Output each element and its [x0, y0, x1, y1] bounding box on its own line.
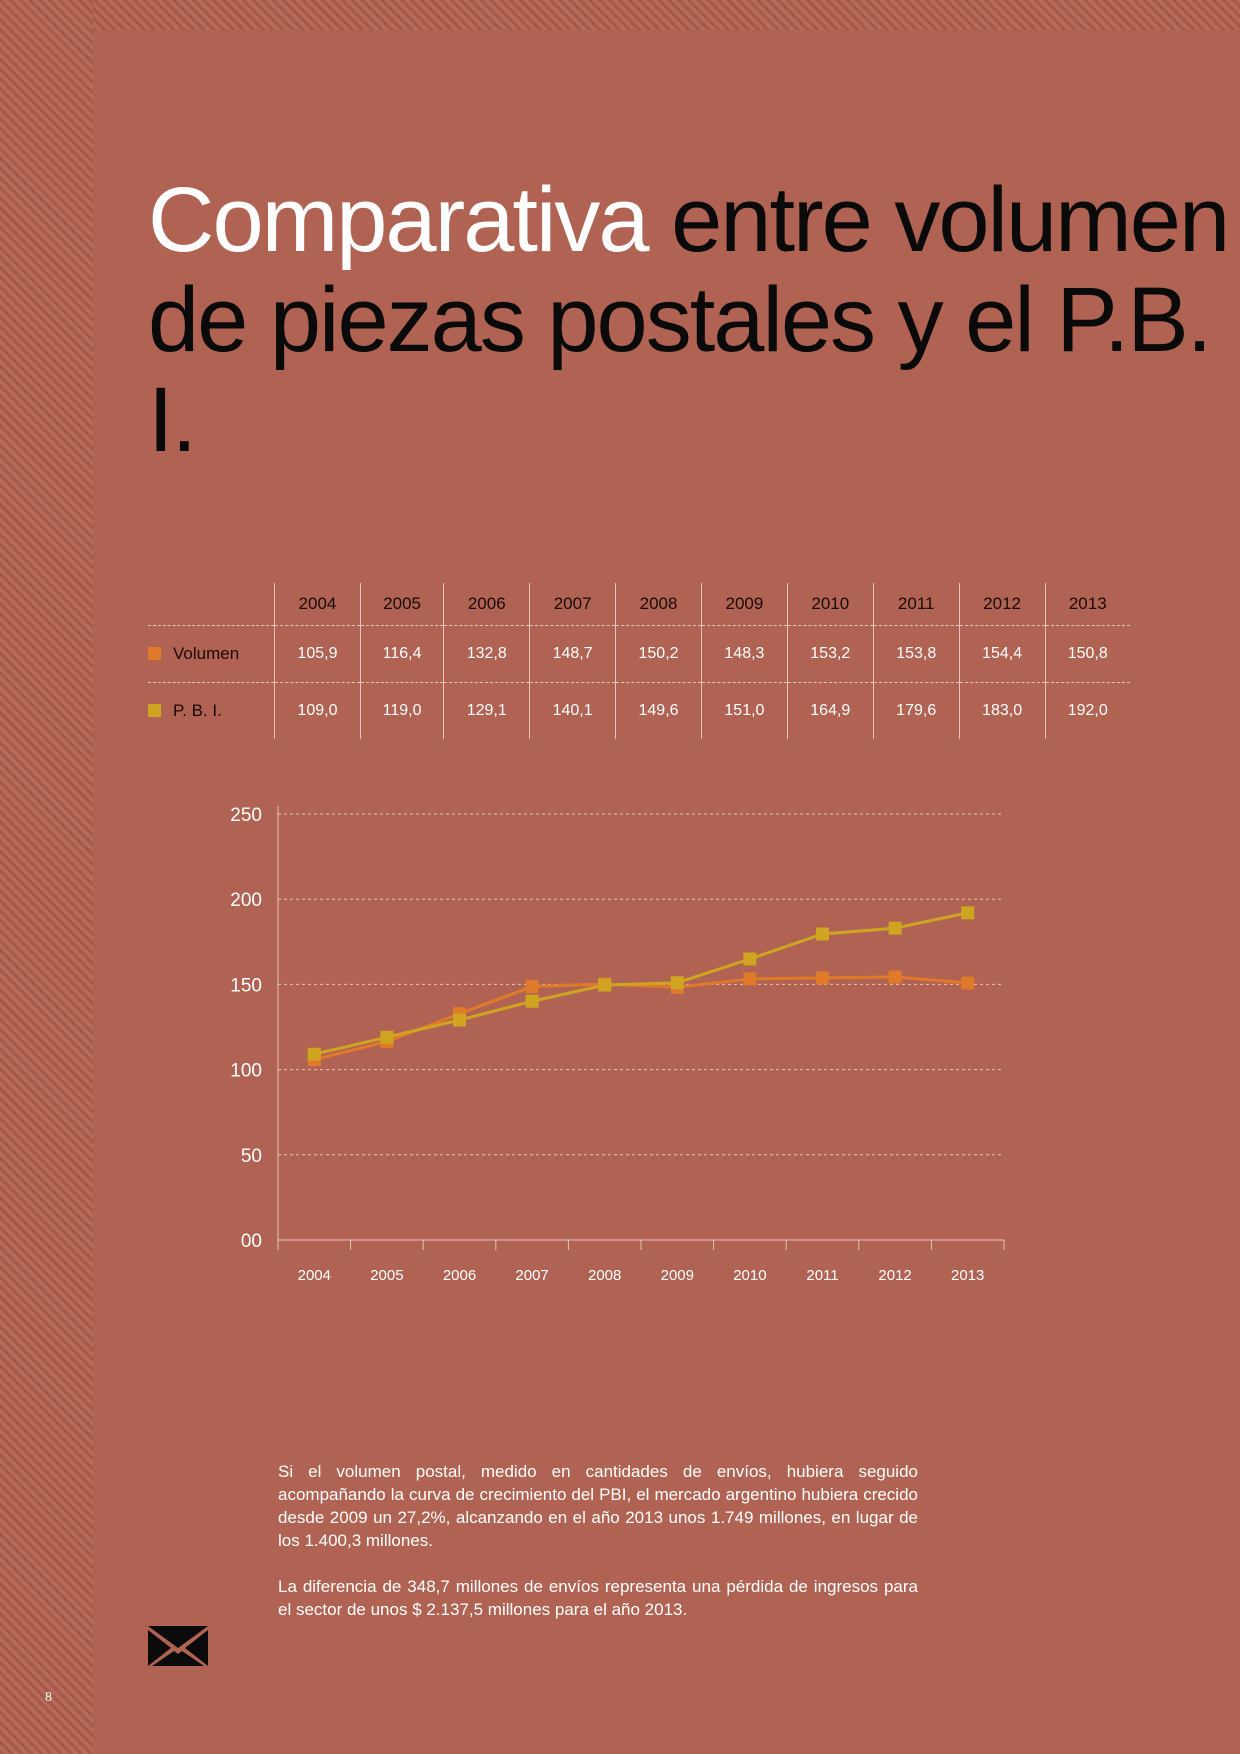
y-tick-label: 200 — [230, 890, 262, 911]
y-tick-label: 50 — [241, 1146, 262, 1167]
table-cell: 164,9 — [786, 682, 874, 739]
volumen-swatch — [148, 647, 161, 660]
table-year: 2004 — [274, 583, 361, 626]
table-cell: 153,8 — [872, 625, 960, 683]
table-cell: 116,4 — [359, 625, 444, 683]
y-axis-ticks: 00 50 100 150 200 250 — [230, 805, 262, 1252]
y-tick-label: 250 — [230, 805, 262, 826]
y-tick-label: 150 — [230, 975, 262, 996]
y-tick-label: 100 — [230, 1061, 262, 1082]
data-point-pbi — [525, 994, 539, 1008]
data-point-pbi — [961, 906, 975, 920]
body-paragraph-2: La diferencia de 348,7 millones de envío… — [278, 1577, 918, 1619]
table-cell: 109,0 — [274, 682, 361, 739]
data-point-volumen — [525, 980, 539, 994]
table-year: 2007 — [529, 583, 616, 626]
pbi-swatch — [148, 704, 161, 717]
x-axis-ticks: 2004 2005 2006 2007 2008 2009 2010 2011 2012 2013 — [298, 1267, 985, 1284]
x-tick-label: 2011 — [806, 1267, 838, 1284]
x-tick-label: 2005 — [370, 1267, 403, 1284]
row-label-text: P. B. I. — [173, 701, 222, 720]
table-cell: 132,8 — [443, 625, 530, 683]
table-header-row: 2004 2005 2006 2007 2008 2009 2010 2011 … — [148, 583, 1130, 626]
table-cell: 149,6 — [615, 682, 702, 739]
data-point-pbi — [888, 921, 902, 935]
data-point-pbi — [743, 952, 757, 966]
body-text: Si el volumen postal, medido en cantidad… — [278, 1460, 918, 1644]
table-cell: 148,7 — [529, 625, 616, 683]
y-tick-label: 00 — [241, 1231, 262, 1252]
table-cell: 151,0 — [700, 682, 788, 739]
body-paragraph-1: Si el volumen postal, medido en cantidad… — [278, 1462, 918, 1550]
table-cell: 129,1 — [443, 682, 530, 739]
table-year: 2006 — [443, 583, 530, 626]
series-line-pbi — [313, 911, 969, 1056]
table-cell: 140,1 — [529, 682, 616, 739]
data-point-pbi — [598, 978, 612, 992]
table-cell: 154,4 — [958, 625, 1046, 683]
envelope-icon — [148, 1626, 208, 1666]
table-year: 2013 — [1044, 583, 1130, 626]
table-corner — [148, 583, 275, 626]
table-cell: 183,0 — [958, 682, 1046, 739]
table-year: 2005 — [359, 583, 444, 626]
page-title: Comparativa entre volumen de piezas post… — [148, 170, 1240, 470]
x-tick-label: 2008 — [588, 1267, 621, 1284]
table-row-volumen: Volumen 105,9 116,4 132,8 148,7 150,2 14… — [148, 625, 1130, 683]
x-tick-label: 2007 — [515, 1267, 548, 1284]
x-tick-label: 2010 — [733, 1267, 766, 1284]
row-label-text: Volumen — [173, 644, 240, 663]
data-table: 2004 2005 2006 2007 2008 2009 2010 2011 … — [148, 583, 1130, 739]
x-tick-label: 2004 — [298, 1267, 331, 1284]
x-tick-label: 2012 — [878, 1267, 911, 1284]
data-point-pbi — [816, 927, 829, 941]
left-stripe-border — [0, 0, 93, 1754]
table-year: 2008 — [615, 583, 702, 626]
x-tick-label: 2013 — [951, 1267, 984, 1284]
data-point-volumen — [743, 972, 757, 986]
table-row-pbi: P. B. I. 109,0 119,0 129,1 140,1 149,6 1… — [148, 682, 1130, 739]
table-year: 2011 — [872, 583, 960, 626]
row-label: P. B. I. — [148, 682, 275, 739]
table-cell: 153,2 — [786, 625, 874, 683]
chart-axes — [277, 806, 1005, 1250]
top-stripe-border — [93, 0, 1240, 30]
table-cell: 105,9 — [274, 625, 361, 683]
data-point-pbi — [307, 1047, 321, 1061]
table-cell: 179,6 — [872, 682, 960, 739]
data-point-pbi — [670, 976, 684, 990]
data-point-volumen — [816, 971, 829, 985]
table-cell: 119,0 — [359, 682, 444, 739]
table-cell: 150,8 — [1044, 625, 1130, 683]
x-tick-label: 2009 — [661, 1267, 694, 1284]
data-point-pbi — [453, 1013, 466, 1027]
table-year: 2009 — [700, 583, 788, 626]
data-point-pbi — [380, 1030, 394, 1044]
table-cell: 192,0 — [1044, 682, 1130, 739]
row-label: Volumen — [148, 625, 275, 683]
data-point-volumen — [888, 970, 902, 984]
x-tick-label: 2006 — [443, 1267, 476, 1284]
table-cell: 150,2 — [615, 625, 702, 683]
chart-series — [307, 906, 975, 1067]
table-cell: 148,3 — [700, 625, 788, 683]
series-line-volumen — [313, 975, 968, 1062]
table-year: 2010 — [786, 583, 874, 626]
table-year: 2012 — [958, 583, 1046, 626]
title-highlight: Comparativa — [148, 169, 650, 271]
title-rest: entre volumen de piezas postales y el P.… — [148, 169, 1230, 471]
data-point-volumen — [961, 976, 975, 990]
page-number: 8 — [45, 1690, 52, 1705]
